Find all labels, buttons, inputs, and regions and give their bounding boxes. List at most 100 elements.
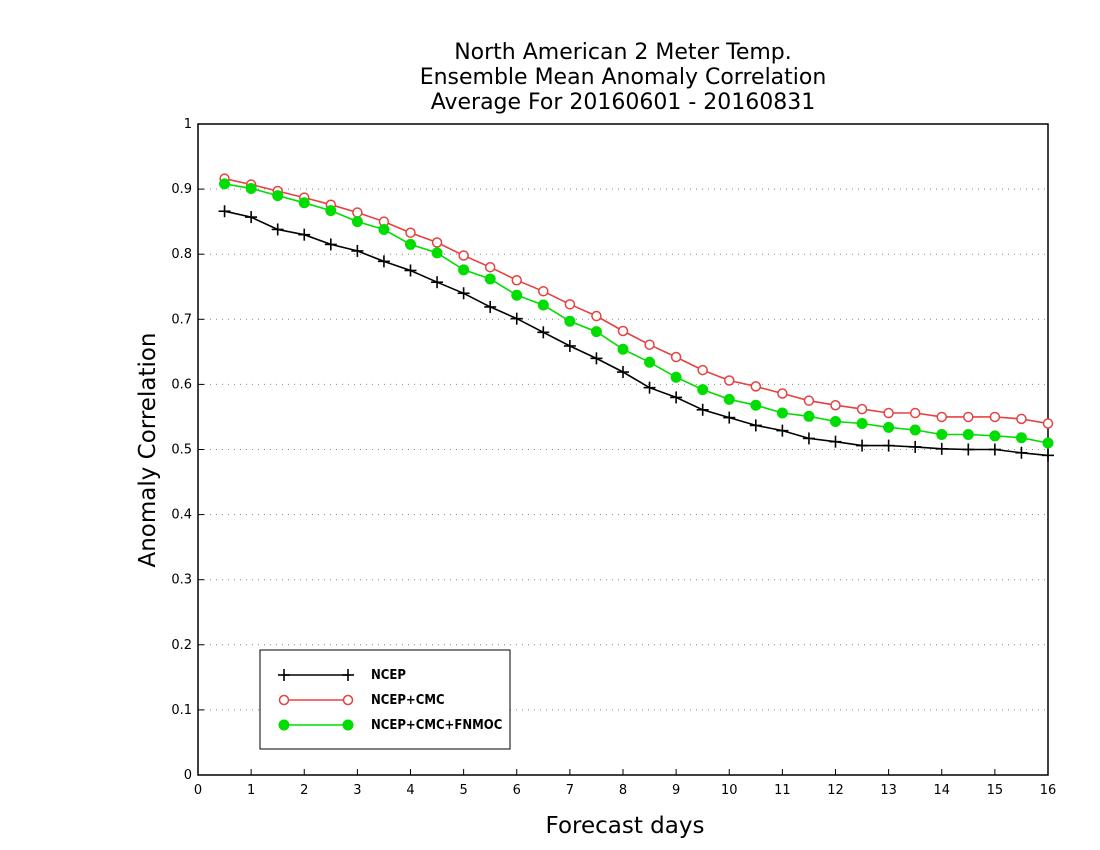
data-point <box>219 178 231 190</box>
data-point <box>856 439 869 452</box>
data-point <box>1042 418 1054 429</box>
chart-title-line-3: Average For 20160601 - 20160831 <box>431 90 816 115</box>
x-tick-label: 16 <box>1040 783 1057 798</box>
data-point <box>988 443 1001 456</box>
legend: NCEP NCEP+CMC NCEP+CMC+FNMOC <box>259 649 511 750</box>
data-point <box>830 416 841 428</box>
y-tick-label: 1 <box>184 117 192 132</box>
data-point <box>298 197 310 209</box>
data-point <box>378 223 390 235</box>
x-tick-label: 4 <box>406 783 414 798</box>
data-point <box>510 312 523 325</box>
chart-title-line-2: Ensemble Mean Anomaly Correlation <box>420 65 827 90</box>
data-point <box>352 207 363 218</box>
data-point <box>431 237 443 248</box>
data-point <box>1015 446 1028 459</box>
legend-item: NCEP <box>278 668 406 683</box>
data-point <box>989 430 1001 442</box>
legend-label: NCEP+CMC+FNMOC <box>371 718 502 733</box>
data-point <box>617 325 629 337</box>
axis-ticks: 00.10.20.30.40.50.60.70.80.910 1 2 3 4 5 6 7 8 9 1… <box>171 117 1056 798</box>
data-point <box>856 417 868 429</box>
data-point <box>697 364 708 376</box>
data-point <box>458 250 469 261</box>
x-tick-label: 10 <box>721 783 738 798</box>
x-tick-label: 11 <box>774 783 791 798</box>
data-point <box>324 238 337 251</box>
x-tick-label: 9 <box>672 783 680 798</box>
data-point <box>723 393 735 405</box>
data-point <box>883 407 894 419</box>
y-tick-label: 0.9 <box>171 182 192 197</box>
data-point <box>1042 437 1054 449</box>
data-point <box>564 315 576 327</box>
data-point <box>511 274 522 286</box>
data-point <box>1015 432 1027 444</box>
data-point <box>245 182 257 194</box>
data-point <box>617 343 629 355</box>
data-point <box>405 227 416 238</box>
grid-lines <box>198 188 1048 711</box>
chart-title-line-1: North American 2 Meter Temp. <box>454 40 792 65</box>
x-tick-label: 0 <box>194 783 202 798</box>
x-tick-label: 3 <box>353 783 361 798</box>
data-point <box>538 286 549 297</box>
data-point <box>590 352 603 365</box>
data-point <box>271 223 284 236</box>
data-point <box>484 261 496 273</box>
y-tick-label: 0.8 <box>171 247 192 262</box>
legend-marker <box>278 719 290 731</box>
data-point <box>670 371 682 383</box>
data-point <box>962 443 975 456</box>
data-point <box>377 255 390 268</box>
x-tick-label: 6 <box>513 783 521 798</box>
data-point <box>750 381 762 392</box>
data-point <box>431 247 443 259</box>
data-point <box>405 238 416 250</box>
data-point <box>458 264 470 276</box>
legend-marker <box>342 669 354 681</box>
y-tick-label: 0.2 <box>171 638 192 653</box>
legend-item: NCEP+CMC <box>278 693 445 708</box>
data-point <box>644 339 655 350</box>
data-point <box>644 356 656 368</box>
x-tick-label: 1 <box>247 783 255 798</box>
data-point <box>404 264 417 277</box>
y-tick-label: 0.3 <box>171 573 192 588</box>
data-point <box>325 205 337 217</box>
data-point <box>272 190 284 202</box>
data-point <box>723 411 736 424</box>
data-point <box>1016 413 1027 425</box>
data-point <box>776 407 788 419</box>
data-point <box>777 388 788 399</box>
data-point <box>803 410 815 422</box>
data-point <box>484 273 496 285</box>
x-axis-label: Forecast days <box>546 813 705 839</box>
x-tick-label: 8 <box>619 783 627 798</box>
data-point <box>696 403 709 416</box>
legend-label: NCEP <box>371 668 406 683</box>
data-point <box>564 299 576 310</box>
data-point <box>590 326 602 338</box>
legend-marker <box>278 694 290 706</box>
y-tick-label: 0.4 <box>171 508 192 523</box>
y-tick-label: 0 <box>184 768 192 783</box>
series-ncep <box>218 205 1054 462</box>
data-point <box>218 205 231 218</box>
legend-marker <box>342 719 354 731</box>
data-point <box>830 399 841 411</box>
y-tick-label: 0.1 <box>171 703 192 718</box>
series-line <box>224 183 1049 444</box>
data-point <box>935 442 948 455</box>
x-tick-label: 5 <box>459 783 467 798</box>
data-point <box>909 440 922 453</box>
series-ncep-cmc-fnmoc <box>219 178 1054 449</box>
x-tick-label: 2 <box>300 783 308 798</box>
data-point <box>617 366 629 379</box>
data-point <box>829 435 842 448</box>
data-point <box>591 310 602 322</box>
data-point <box>511 289 523 301</box>
data-point <box>749 419 762 432</box>
series-ncep-cmc <box>219 173 1054 429</box>
